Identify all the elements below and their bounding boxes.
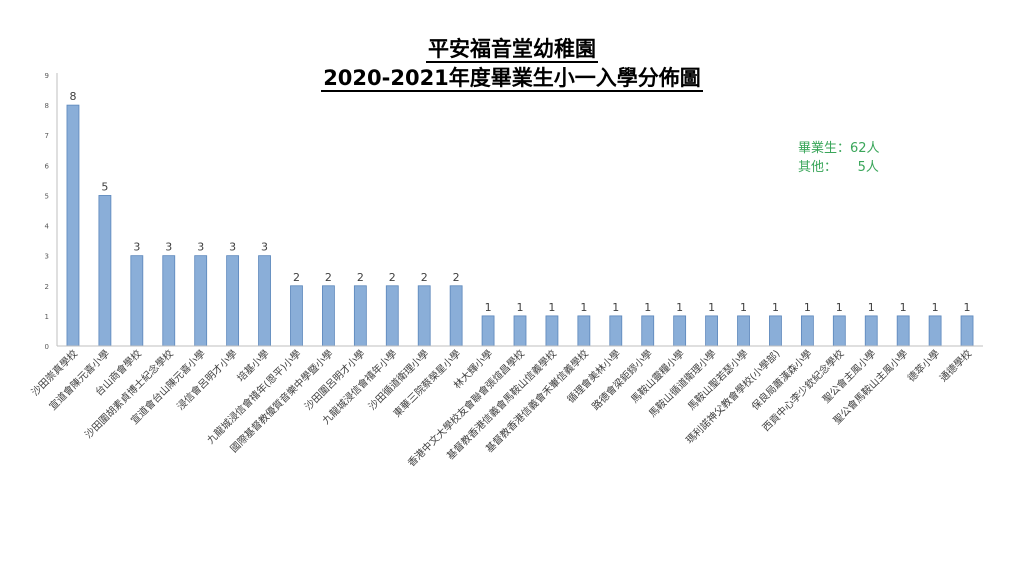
bar-value-label: 3	[229, 241, 236, 254]
bar-value-label: 1	[804, 301, 811, 314]
bar-value-label: 2	[453, 271, 460, 284]
bar-value-label: 8	[69, 90, 76, 103]
bar-value-label: 1	[772, 301, 779, 314]
bar-value-label: 3	[261, 241, 268, 254]
bar-value-label: 1	[485, 301, 492, 314]
chart-subtitle: 2020-2021年度畢業生小一入學分佈圖	[321, 66, 703, 92]
bar-value-label: 2	[421, 271, 428, 284]
bar	[385, 285, 399, 347]
bars: 8 5 3 3 3 3 3 2 2 2 2 2 2 1 1 1 1 1 1 1 1 1 1 1 1 1 1 1 1	[66, 90, 974, 347]
bar-value-label: 1	[964, 301, 971, 314]
bar	[800, 315, 814, 347]
bar	[417, 285, 431, 347]
bar-value-label: 3	[133, 241, 140, 254]
y-tick-label: 0	[45, 343, 49, 351]
bar-value-label: 1	[708, 301, 715, 314]
bar	[481, 315, 495, 347]
y-tick-label: 4	[45, 223, 50, 231]
bar-value-label: 2	[325, 271, 332, 284]
y-tick-label: 6	[45, 162, 50, 170]
bar-value-label: 1	[676, 301, 683, 314]
y-tick-label: 8	[45, 102, 49, 110]
chart-title: 平安福音堂幼稚園	[426, 37, 598, 63]
bar-value-label: 2	[389, 271, 396, 284]
bar-value-label: 1	[548, 301, 555, 314]
bar-value-label: 5	[101, 180, 108, 193]
graduates-note: 畢業生：62人	[798, 141, 880, 156]
bar	[130, 255, 144, 347]
bar	[737, 315, 750, 347]
bar-value-label: 1	[932, 301, 939, 314]
bar	[66, 104, 80, 347]
y-tick-label: 7	[45, 132, 49, 140]
others-note: 其他： 5人	[798, 160, 879, 175]
bar	[162, 255, 176, 347]
y-axis: 0 1 2 3 4 5 6 7 8 9	[45, 72, 58, 351]
bar-value-label: 2	[293, 271, 300, 284]
bar	[194, 255, 208, 347]
bar	[641, 315, 655, 347]
y-tick-label: 3	[45, 253, 49, 261]
bar-value-label: 3	[197, 241, 204, 254]
x-tick-label: 德萃小學	[905, 347, 942, 384]
bar-value-label: 1	[868, 301, 875, 314]
bar-value-label: 2	[357, 271, 364, 284]
x-tick-label: 香港中文大學校友會聯會張煊昌學校	[405, 347, 527, 469]
bar	[609, 315, 623, 347]
bar	[928, 315, 942, 347]
bar-value-label: 1	[836, 301, 843, 314]
bar-value-label: 1	[517, 301, 524, 314]
y-tick-label: 2	[45, 283, 49, 291]
y-tick-label: 5	[45, 192, 49, 200]
bar	[513, 315, 527, 347]
bar-value-label: 1	[644, 301, 651, 314]
y-tick-label: 1	[45, 313, 49, 321]
y-tick-label: 9	[45, 72, 49, 80]
bar	[832, 315, 846, 347]
bar-value-label: 1	[580, 301, 587, 314]
bar	[864, 315, 878, 347]
bar-value-label: 3	[165, 241, 172, 254]
bar-value-label: 1	[612, 301, 619, 314]
bar	[290, 285, 303, 347]
bar	[226, 255, 240, 347]
bar	[705, 315, 718, 347]
x-tick-label: 通德學校	[937, 347, 974, 384]
x-axis: 沙田崇真學校宣道會陳元喜小學台山商會學校沙田圍胡素貞博士紀念學校宣道會台山陳元喜…	[28, 345, 983, 469]
bar	[545, 315, 559, 347]
bar	[896, 315, 910, 347]
bar	[673, 315, 687, 347]
bar	[449, 285, 463, 347]
bar-value-label: 1	[900, 301, 907, 314]
bar	[577, 315, 591, 347]
bar	[258, 255, 271, 347]
bar-value-label: 1	[740, 301, 747, 314]
bar	[322, 285, 335, 347]
bar	[960, 315, 974, 347]
bar	[769, 315, 782, 347]
bar	[353, 285, 367, 347]
bar	[98, 195, 112, 347]
